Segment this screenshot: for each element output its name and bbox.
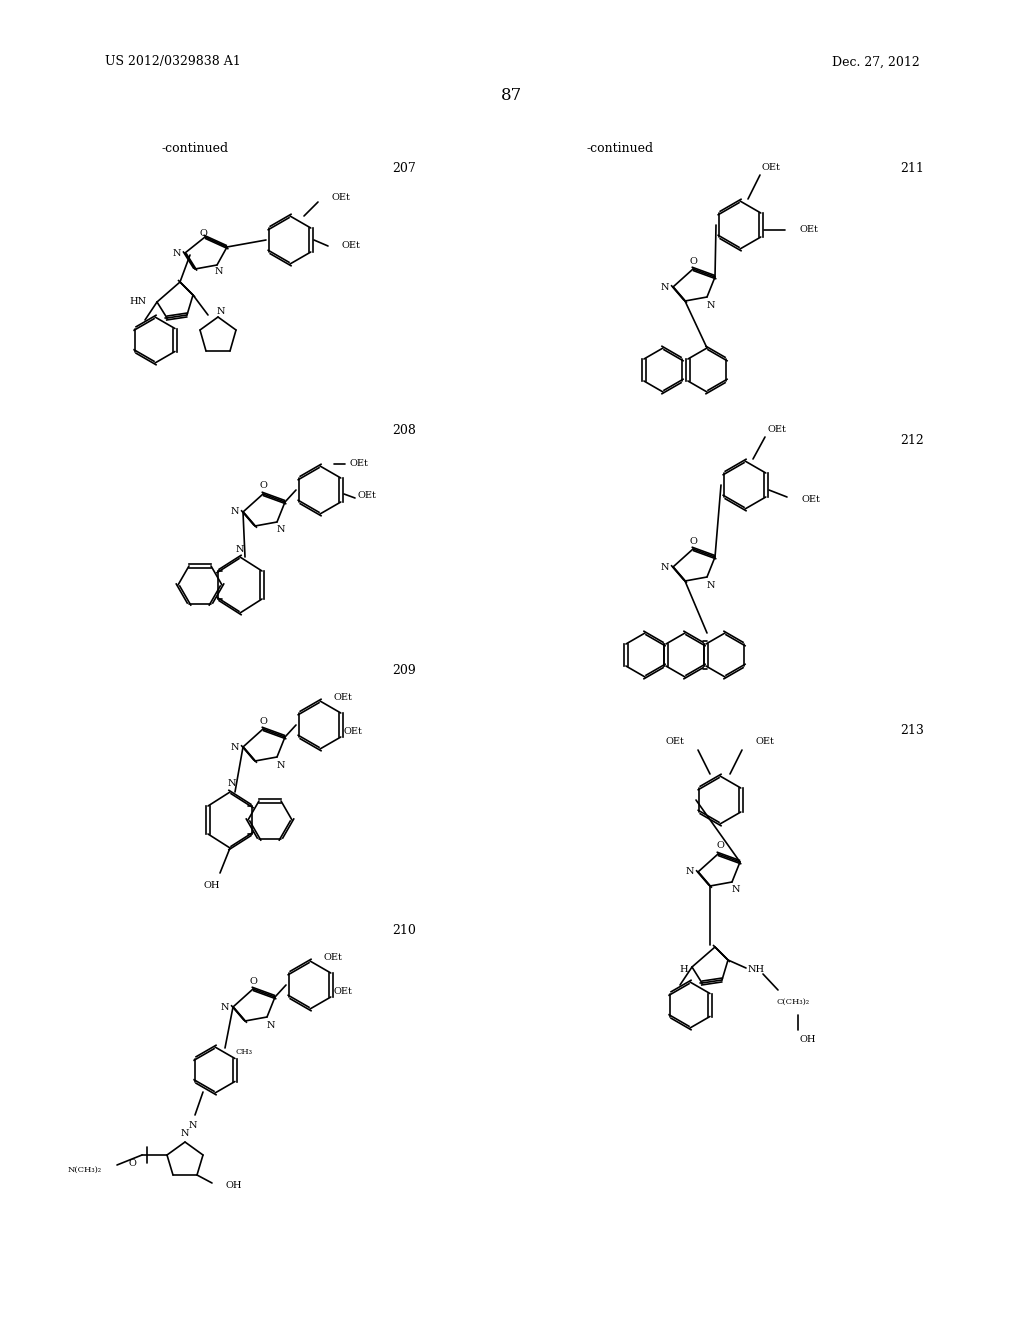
- Text: OEt: OEt: [342, 242, 360, 251]
- Text: N: N: [660, 562, 670, 572]
- Text: OH: OH: [225, 1180, 242, 1189]
- Text: -continued: -continued: [587, 141, 653, 154]
- Text: OEt: OEt: [344, 726, 362, 735]
- Text: O: O: [259, 482, 267, 491]
- Text: OH: OH: [800, 1035, 816, 1044]
- Text: N: N: [230, 507, 240, 516]
- Text: N: N: [276, 760, 286, 770]
- Text: C(CH₃)₂: C(CH₃)₂: [776, 998, 810, 1006]
- Text: OEt: OEt: [756, 738, 775, 747]
- Text: OEt: OEt: [324, 953, 343, 961]
- Text: HN: HN: [130, 297, 147, 306]
- Text: OEt: OEt: [666, 738, 684, 747]
- Text: N: N: [217, 306, 225, 315]
- Text: O: O: [199, 228, 207, 238]
- Text: US 2012/0329838 A1: US 2012/0329838 A1: [105, 55, 241, 69]
- Text: OEt: OEt: [800, 226, 819, 235]
- Text: O: O: [689, 536, 697, 545]
- Text: N: N: [236, 544, 245, 553]
- Text: O: O: [259, 717, 267, 726]
- Text: 213: 213: [900, 723, 924, 737]
- Text: OEt: OEt: [762, 162, 781, 172]
- Text: OEt: OEt: [334, 693, 353, 701]
- Text: N: N: [221, 1002, 229, 1011]
- Text: -continued: -continued: [162, 141, 228, 154]
- Text: N: N: [266, 1020, 275, 1030]
- Text: O: O: [716, 842, 724, 850]
- Text: 210: 210: [392, 924, 416, 936]
- Text: N: N: [230, 742, 240, 751]
- Text: 207: 207: [392, 161, 416, 174]
- Text: OEt: OEt: [767, 425, 785, 433]
- Text: OEt: OEt: [350, 459, 369, 469]
- Text: OEt: OEt: [801, 495, 820, 503]
- Text: N(CH₃)₂: N(CH₃)₂: [68, 1166, 102, 1173]
- Text: N: N: [227, 780, 237, 788]
- Text: CH₃: CH₃: [234, 1048, 252, 1056]
- Text: N: N: [707, 581, 715, 590]
- Text: 211: 211: [900, 161, 924, 174]
- Text: OH: OH: [204, 882, 220, 891]
- Text: OEt: OEt: [332, 194, 351, 202]
- Text: OEt: OEt: [334, 986, 353, 995]
- Text: N: N: [276, 525, 286, 535]
- Text: 208: 208: [392, 424, 416, 437]
- Text: OEt: OEt: [358, 491, 377, 500]
- Text: N: N: [215, 267, 223, 276]
- Text: 209: 209: [392, 664, 416, 676]
- Text: NH: NH: [748, 965, 765, 974]
- Text: H: H: [680, 965, 688, 974]
- Text: N: N: [173, 248, 181, 257]
- Text: N: N: [707, 301, 715, 309]
- Text: N: N: [732, 886, 740, 895]
- Text: 212: 212: [900, 433, 924, 446]
- Text: O: O: [249, 977, 257, 986]
- Text: O: O: [689, 256, 697, 265]
- Text: N: N: [686, 867, 694, 876]
- Text: N: N: [181, 1130, 189, 1138]
- Text: Dec. 27, 2012: Dec. 27, 2012: [833, 55, 920, 69]
- Text: 87: 87: [502, 87, 522, 103]
- Text: N: N: [188, 1121, 198, 1130]
- Text: O: O: [128, 1159, 136, 1167]
- Text: N: N: [660, 282, 670, 292]
